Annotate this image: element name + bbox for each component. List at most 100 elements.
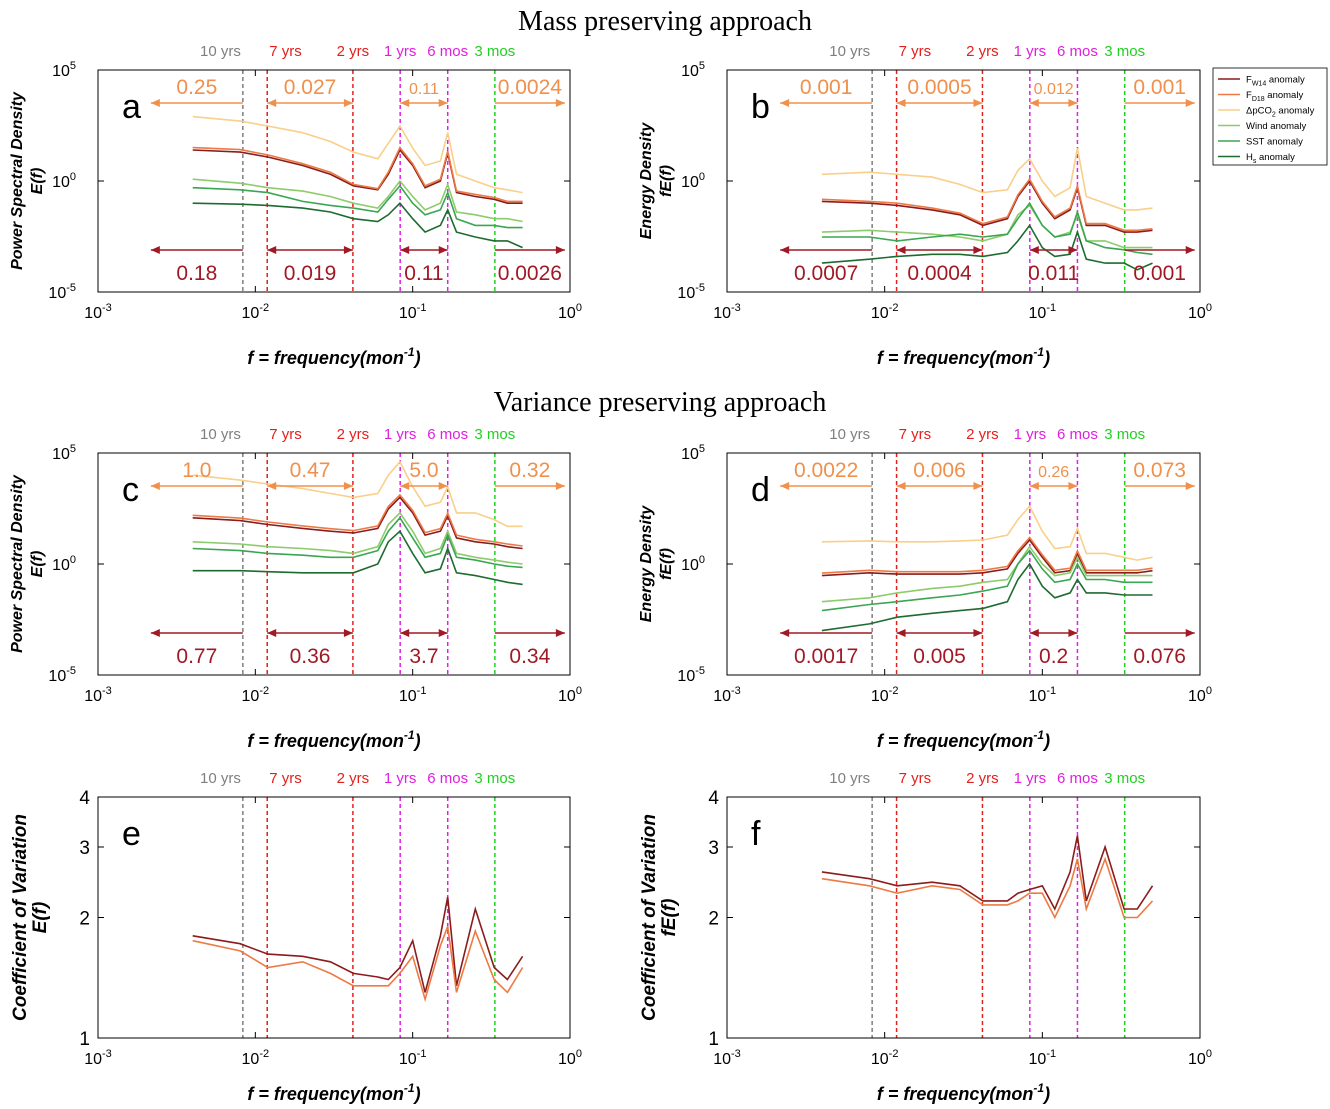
arrow-head	[1068, 99, 1078, 107]
period-label: 3 mos	[474, 43, 515, 60]
y-axis-label: Coefficient of Variation	[10, 814, 31, 1021]
series-line	[192, 184, 523, 229]
series-line	[821, 201, 1153, 256]
y-tick-label: 2	[708, 909, 719, 930]
band-total-label: 0.0017	[794, 645, 858, 668]
x-tick-label: 10-2	[242, 302, 270, 322]
tick-base: 10	[84, 1051, 102, 1068]
y-tick-label: 10-5	[48, 665, 76, 685]
legend-name-end: anomaly	[1276, 106, 1315, 117]
series-line	[192, 146, 523, 203]
legend-name-end: anomaly	[1265, 90, 1304, 101]
tick-exponent: -1	[417, 1048, 427, 1060]
band-total-label: 0.77	[176, 645, 217, 668]
y-tick-label: 100	[52, 554, 76, 574]
period-label: 2 yrs	[966, 770, 999, 787]
legend-name: H	[1246, 152, 1253, 163]
series-line	[821, 835, 1154, 911]
panel-label: e	[122, 815, 141, 853]
x-tick-label: 10-2	[242, 1048, 270, 1068]
x-label-main: f = frequency(mon	[247, 1084, 404, 1104]
tick-exponent: -1	[1046, 1048, 1056, 1060]
x-tick-label: 10-2	[871, 1048, 899, 1068]
y-tick-label: 10-5	[48, 282, 76, 302]
arrow-head	[343, 99, 353, 107]
panel-label: c	[122, 471, 139, 509]
arrow-head	[400, 246, 410, 254]
x-tick-label: 10-3	[84, 1048, 112, 1068]
band-total-label: 5.0	[409, 459, 438, 482]
section-title: Mass preserving approach	[518, 6, 812, 37]
x-tick-label: 10-3	[713, 685, 741, 705]
arrow-head	[973, 99, 983, 107]
arrow-head	[780, 99, 790, 107]
tick-base: 10	[677, 668, 695, 685]
y-tick-label: 105	[681, 443, 705, 463]
series-line	[821, 223, 1153, 271]
arrow-head	[1029, 246, 1039, 254]
band-total-label: 1.0	[182, 459, 211, 482]
series-line	[821, 148, 1153, 211]
band-total-label: 0.18	[176, 262, 217, 285]
x-label-sup: -1	[404, 1081, 415, 1095]
arrow-head	[780, 246, 790, 254]
x-tick-label: 10-3	[84, 685, 112, 705]
x-label-sup: -1	[404, 345, 415, 359]
tick-exponent: -3	[731, 1048, 741, 1060]
arrow-head	[267, 482, 277, 490]
series-line	[192, 460, 523, 528]
tick-base: 10	[52, 446, 70, 463]
band-total-label: 0.0024	[498, 76, 563, 99]
period-label: 10 yrs	[829, 43, 870, 60]
legend-label: SST anomaly	[1246, 137, 1303, 148]
section-title: Variance preserving approach	[494, 387, 827, 418]
y-tick-label: 4	[708, 788, 719, 809]
y-tick-label: 100	[681, 171, 705, 191]
tick-base: 10	[871, 688, 889, 705]
period-label: 6 mos	[427, 43, 468, 60]
tick-base: 10	[558, 688, 576, 705]
tick-exponent: 0	[576, 302, 582, 314]
series-line	[192, 926, 524, 1003]
y-tick-label: 100	[681, 554, 705, 574]
band-total-label: 0.0022	[794, 459, 858, 482]
band-total-label: 0.0007	[794, 262, 858, 285]
arrow-head	[973, 482, 983, 490]
y-axis-label: E(f)	[29, 168, 46, 195]
x-label-end: )	[1042, 1084, 1050, 1104]
arrow-head	[896, 99, 906, 107]
x-label-end: )	[1042, 348, 1050, 368]
arrow-head	[150, 246, 160, 254]
period-label: 3 mos	[1104, 770, 1145, 787]
arrow-head	[150, 99, 160, 107]
band-total-label: 0.0004	[907, 262, 972, 285]
x-tick-label: 100	[1188, 685, 1212, 705]
period-label: 2 yrs	[966, 43, 999, 60]
series-line	[821, 538, 1153, 577]
period-label: 6 mos	[1057, 43, 1098, 60]
x-label-sup: -1	[1033, 1081, 1044, 1095]
tick-base: 10	[681, 174, 699, 191]
period-label: 2 yrs	[337, 770, 370, 787]
arrow-head	[1185, 629, 1195, 637]
period-label: 2 yrs	[337, 43, 370, 60]
band-total-label: 0.012	[1034, 81, 1074, 98]
arrow-head	[267, 99, 277, 107]
band-total-label: 0.25	[176, 76, 217, 99]
series-line	[192, 148, 523, 204]
arrow-head	[438, 629, 448, 637]
x-label-end: )	[413, 348, 421, 368]
arrow-head	[1068, 482, 1078, 490]
y-tick-label: 3	[79, 838, 90, 859]
band-total-label: 0.019	[284, 262, 337, 285]
period-label: 7 yrs	[269, 426, 302, 443]
legend-label: ΔpCO2 anomaly	[1246, 106, 1315, 119]
x-label-end: )	[413, 731, 421, 751]
tick-exponent: -3	[102, 302, 112, 314]
legend-name: F	[1246, 75, 1252, 86]
tick-base: 10	[242, 1051, 260, 1068]
tick-exponent: -3	[102, 1048, 112, 1060]
x-tick-label: 100	[558, 302, 582, 322]
arrow-head	[1185, 246, 1195, 254]
